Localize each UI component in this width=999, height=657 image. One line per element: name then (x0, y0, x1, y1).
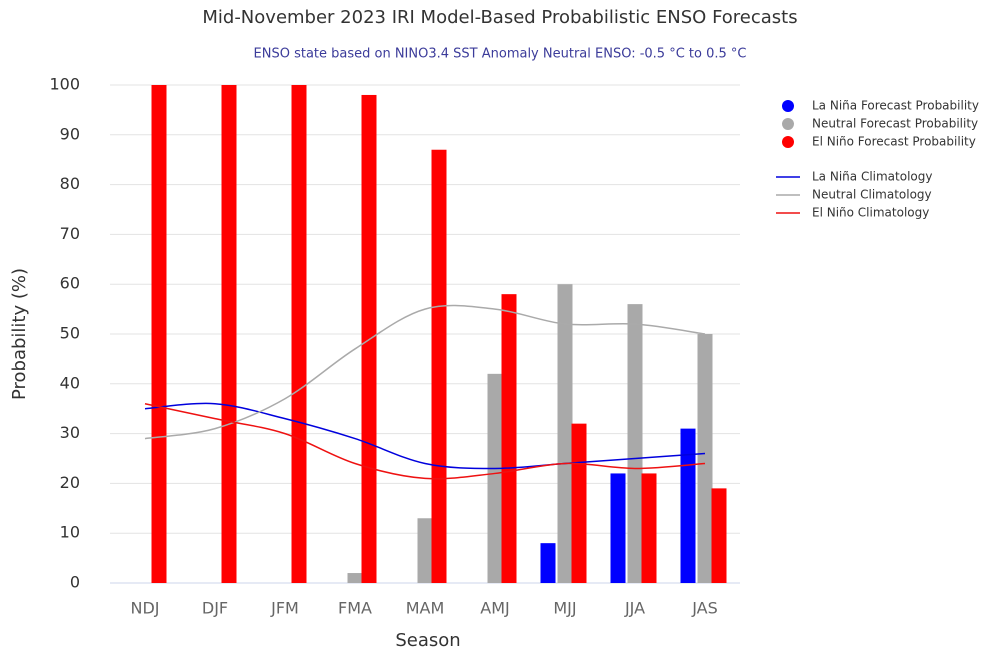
bar (610, 473, 626, 583)
legend-label: Neutral Forecast Probability (812, 117, 978, 131)
bar (680, 428, 696, 583)
legend-label: Neutral Climatology (812, 188, 932, 202)
bar (291, 85, 307, 583)
y-tick-label: 20 (60, 473, 80, 492)
legend-symbol (782, 136, 794, 148)
climatology-line (144, 304, 706, 440)
bar (151, 85, 167, 583)
x-tick-label: AMJ (480, 599, 509, 618)
y-tick-label: 60 (60, 274, 80, 293)
y-tick-label: 0 (70, 573, 80, 592)
bar (641, 473, 657, 583)
bar (431, 149, 447, 584)
bar (540, 543, 556, 583)
x-tick-label: DJF (202, 599, 228, 618)
y-tick-label: 80 (60, 174, 80, 193)
x-tick-label: JAS (691, 599, 718, 618)
bar (697, 334, 713, 583)
bar (417, 518, 433, 583)
climatology-line (144, 402, 706, 470)
legend-label: La Niña Forecast Probability (812, 99, 979, 113)
y-axis-title: Probability (%) (9, 268, 30, 400)
bar (711, 488, 727, 583)
x-tick-label: MJJ (553, 599, 576, 618)
x-tick-label: FMA (338, 599, 372, 618)
x-tick-label: JFM (270, 599, 299, 618)
y-tick-label: 40 (60, 373, 80, 392)
bar (221, 85, 237, 583)
bar (487, 373, 503, 583)
legend-label: La Niña Climatology (812, 170, 932, 184)
y-tick-label: 100 (49, 75, 80, 94)
bar (501, 294, 517, 583)
bar (347, 573, 363, 583)
legend-symbol (782, 100, 794, 112)
legend-label: El Niño Climatology (812, 206, 929, 220)
chart-title: Mid-November 2023 IRI Model-Based Probab… (202, 7, 797, 28)
climatology-line (144, 402, 706, 480)
x-tick-label: MAM (406, 599, 445, 618)
legend-label: El Niño Forecast Probability (812, 135, 976, 149)
bar (571, 423, 587, 583)
legend-symbol (782, 118, 794, 130)
x-axis-title: Season (395, 630, 460, 651)
x-tick-label: NDJ (130, 599, 159, 618)
chart-subtitle: ENSO state based on NINO3.4 SST Anomaly … (254, 47, 747, 62)
x-tick-label: JJA (624, 599, 645, 618)
bar (557, 284, 573, 583)
y-tick-label: 70 (60, 224, 80, 243)
y-tick-label: 50 (60, 324, 80, 343)
y-tick-label: 90 (60, 124, 80, 143)
y-tick-label: 10 (60, 523, 80, 542)
y-tick-label: 30 (60, 423, 80, 442)
bar (627, 304, 643, 583)
